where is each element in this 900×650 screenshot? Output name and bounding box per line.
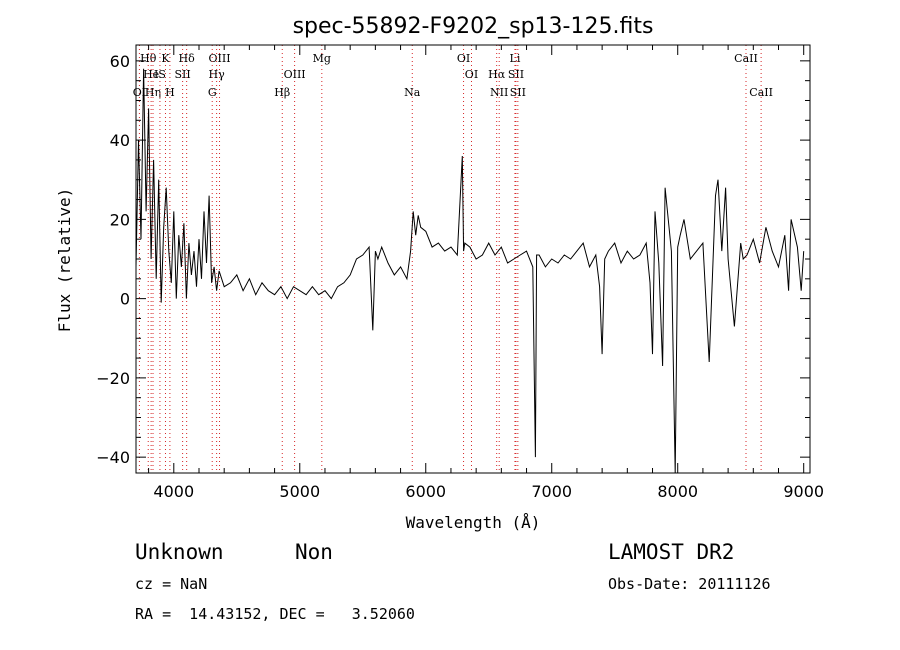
x-tick-label: 6000 — [405, 482, 446, 501]
plot-frame — [135, 44, 811, 474]
object-class: Unknown — [135, 540, 224, 564]
line-marker-label: OI — [465, 68, 478, 81]
line-marker-label: Hη — [145, 86, 161, 99]
line-marker-label: H — [165, 86, 175, 99]
line-marker-label: Hδ — [179, 52, 196, 65]
line-marker-label: Hβ — [274, 86, 290, 99]
line-marker-label: SII — [510, 86, 526, 99]
line-marker-label: Mg — [313, 52, 331, 65]
line-marker-label: Hθ — [140, 52, 157, 65]
line-marker-label: He — [143, 68, 159, 81]
object-subclass: Non — [295, 540, 333, 564]
line-marker-label: SII — [174, 68, 190, 81]
redshift-cz: cz = NaN — [135, 575, 208, 593]
x-tick-label: 7000 — [531, 482, 572, 501]
y-tick-label: 40 — [110, 131, 130, 150]
x-tick-label: 4000 — [153, 482, 194, 501]
line-marker-label: K — [161, 52, 170, 65]
survey-name: LAMOST DR2 — [608, 540, 735, 564]
line-marker-label: Hα — [488, 68, 506, 81]
spectrum-line — [135, 68, 805, 474]
line-marker-label: IS — [154, 68, 166, 81]
x-axis-label: Wavelength (Å) — [406, 513, 541, 532]
line-marker-label: Na — [404, 86, 421, 99]
line-marker-label: CaII — [749, 86, 773, 99]
y-axis-label: Flux (relative) — [55, 188, 74, 333]
x-tick-label: 5000 — [279, 482, 320, 501]
line-marker-label: OIII — [208, 52, 230, 65]
coordinates: RA = 14.43152, DEC = 3.52060 — [135, 605, 415, 623]
y-tick-label: 20 — [110, 210, 130, 229]
line-marker-label: SII — [508, 68, 524, 81]
x-tick-label: 9000 — [783, 482, 824, 501]
line-marker-label: OIII — [284, 68, 306, 81]
line-marker-label: NII — [490, 86, 508, 99]
y-tick-label: −20 — [96, 369, 130, 388]
obs-date: Obs-Date: 20111126 — [608, 575, 771, 593]
y-tick-label: 60 — [110, 52, 130, 71]
line-marker-label: OI — [457, 52, 470, 65]
y-tick-label: −40 — [96, 448, 130, 467]
line-marker-label: G — [208, 86, 217, 99]
x-tick-label: 8000 — [657, 482, 698, 501]
line-marker-label: Li — [510, 52, 521, 65]
chart-title: spec-55892-F9202_sp13-125.fits — [293, 14, 654, 39]
line-marker-label: CaII — [734, 52, 758, 65]
y-tick-label: 0 — [120, 290, 130, 309]
line-marker-label: Hγ — [209, 68, 226, 81]
